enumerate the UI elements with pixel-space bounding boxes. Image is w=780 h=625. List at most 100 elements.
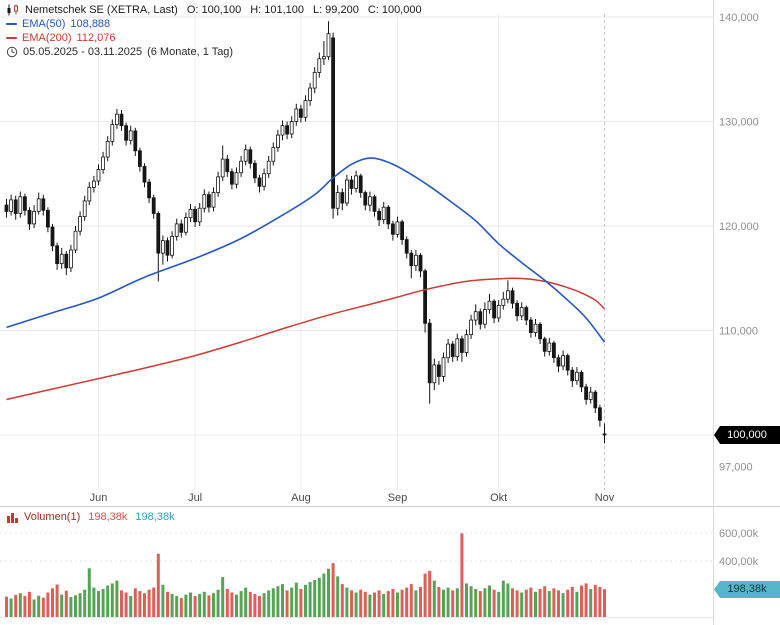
candle-body <box>13 199 18 214</box>
candle-body <box>160 240 165 254</box>
volume-bar <box>414 590 418 617</box>
candle-body <box>183 217 188 233</box>
volume-bar <box>37 595 41 617</box>
volume-bar <box>350 590 353 617</box>
volume-bar <box>87 568 91 617</box>
volume-bar <box>253 593 257 617</box>
volume-bar <box>419 586 422 617</box>
candle-body <box>193 208 198 223</box>
month-label: Nov <box>595 492 615 504</box>
volume-bar <box>529 587 533 617</box>
candle-body <box>478 311 483 325</box>
candle-body <box>492 300 497 319</box>
ema50-label: EMA(50) <box>22 18 66 30</box>
volume-bar <box>193 596 197 617</box>
candle-body <box>206 194 211 208</box>
volume-bar <box>373 592 376 617</box>
volume-bar <box>409 584 413 617</box>
volume-bar <box>327 568 330 617</box>
volume-bar <box>115 580 119 617</box>
volume-bar <box>235 594 238 617</box>
volume-bar <box>396 592 399 617</box>
volume-bar <box>382 593 386 617</box>
volume-bar <box>258 596 261 617</box>
candle-body <box>344 179 349 204</box>
volume-bar <box>18 593 22 617</box>
candle-body <box>137 150 142 167</box>
volume-bar <box>340 584 344 617</box>
candle-body <box>321 56 326 60</box>
candle-body <box>584 386 588 400</box>
candle-body <box>377 210 382 221</box>
volume-bar <box>543 586 547 617</box>
volume-bar <box>465 583 468 617</box>
volume-bar <box>198 593 202 617</box>
ema50-legend[interactable]: EMA(50) 108,888 <box>6 17 431 31</box>
candle-body <box>423 270 428 324</box>
volume-bar <box>511 588 514 617</box>
volume-bar <box>603 589 606 617</box>
volume-bar <box>561 593 565 617</box>
volume-bar <box>262 593 266 617</box>
volume-bars-icon <box>7 513 18 523</box>
candle-body <box>390 223 395 235</box>
volume-bar <box>593 584 597 617</box>
volume-bar <box>598 586 602 617</box>
volume-bar <box>239 591 243 617</box>
volume-legend[interactable]: Volumen(1) 198,38k 198,38k <box>6 510 175 524</box>
candle-body <box>533 323 538 334</box>
candle-body <box>211 192 216 208</box>
candle-body <box>294 108 299 122</box>
low-value: L: 99,200 <box>312 4 359 16</box>
candle-body <box>317 58 322 73</box>
candle-body <box>469 319 474 336</box>
ema50-line-marker <box>6 23 17 25</box>
candle-body <box>285 125 290 135</box>
volume-bar <box>359 589 363 617</box>
volume-bar <box>474 589 478 617</box>
candle-body <box>18 196 23 214</box>
volume-bar <box>170 593 174 617</box>
chart-legend: Nemetschek SE (XETRA, Last) O: 100,100 H:… <box>6 3 431 59</box>
candle-body <box>418 254 423 272</box>
volume-bar <box>64 590 68 617</box>
candle-body <box>32 210 36 225</box>
volume-bar <box>179 598 183 617</box>
candle-body <box>529 319 533 333</box>
last-price-badge: 100,000 <box>714 426 780 444</box>
price-tick-label: 110,000 <box>719 326 758 338</box>
clock-icon <box>6 46 18 58</box>
candle-body <box>133 130 138 152</box>
candle-body <box>427 322 432 384</box>
last-volume-badge: 198,38k <box>714 581 780 598</box>
candle-body <box>363 192 368 206</box>
ema200-line-marker <box>6 37 17 39</box>
candle-body <box>101 156 105 170</box>
candle-body <box>482 309 487 325</box>
volume-value-red: 198,38k <box>88 511 128 523</box>
volume-bar <box>584 583 588 617</box>
candle-body <box>151 197 156 214</box>
candle-body <box>170 236 175 256</box>
candle-body <box>459 338 464 353</box>
candle-body <box>243 149 248 162</box>
volume-bar <box>285 590 289 617</box>
volume-bar <box>400 589 404 617</box>
candle-body <box>450 343 455 357</box>
candle-body <box>303 100 308 118</box>
volume-bar <box>322 573 326 617</box>
candle-body <box>87 186 92 202</box>
candle-body <box>312 71 317 89</box>
candle-body <box>473 311 478 321</box>
volume-bar <box>230 592 234 617</box>
candle-body <box>335 192 340 209</box>
ema200-legend[interactable]: EMA(200) 112,076 <box>6 31 431 45</box>
candle-body <box>82 200 87 218</box>
candle-body <box>248 149 253 164</box>
candle-body <box>229 171 234 185</box>
volume-bar <box>331 563 335 617</box>
volume-bar <box>106 585 110 617</box>
candle-body <box>381 206 386 221</box>
candle-body <box>501 298 506 306</box>
